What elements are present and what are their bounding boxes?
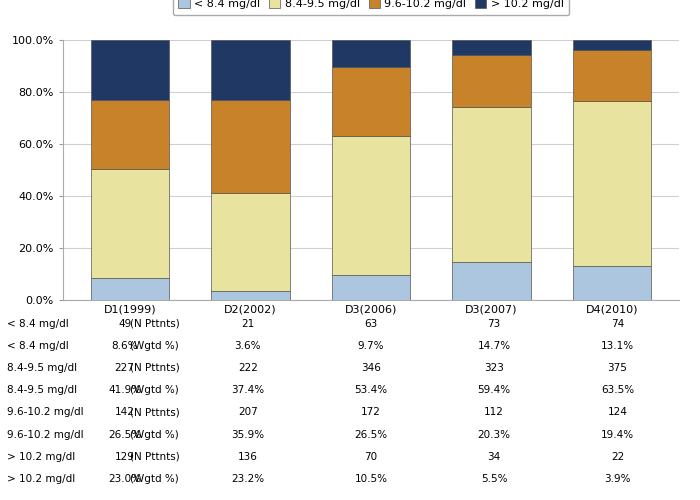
Bar [332,136,410,275]
Text: 70: 70 [365,452,377,462]
Text: 323: 323 [484,363,504,373]
Bar [332,40,410,67]
Text: (Wgtd %): (Wgtd %) [130,341,178,351]
Text: (Wgtd %): (Wgtd %) [130,474,178,484]
Bar [452,108,531,262]
Bar [91,278,169,300]
Text: 14.7%: 14.7% [477,341,511,351]
Text: 63.5%: 63.5% [601,385,634,395]
Text: 9.6-10.2 mg/dl: 9.6-10.2 mg/dl [7,430,83,440]
Text: (N Pttnts): (N Pttnts) [130,363,179,373]
Text: < 8.4 mg/dl: < 8.4 mg/dl [7,341,69,351]
Text: 375: 375 [608,363,627,373]
Text: (N Pttnts): (N Pttnts) [130,452,179,462]
Text: > 10.2 mg/dl: > 10.2 mg/dl [7,452,76,462]
Text: 346: 346 [361,363,381,373]
Text: 129: 129 [115,452,134,462]
Bar [211,194,290,290]
Text: 9.6-10.2 mg/dl: 9.6-10.2 mg/dl [7,408,83,418]
Bar [452,40,531,54]
Bar [91,100,169,168]
Text: 8.6%: 8.6% [111,341,138,351]
Text: < 8.4 mg/dl: < 8.4 mg/dl [7,318,69,328]
Text: 20.3%: 20.3% [477,430,511,440]
Text: 37.4%: 37.4% [231,385,265,395]
Text: 9.7%: 9.7% [358,341,384,351]
Text: 53.4%: 53.4% [354,385,388,395]
Text: 172: 172 [361,408,381,418]
Bar [332,275,410,300]
Text: 21: 21 [241,318,254,328]
Text: (N Pttnts): (N Pttnts) [130,408,179,418]
Text: 23.2%: 23.2% [231,474,265,484]
Text: 19.4%: 19.4% [601,430,634,440]
Text: 222: 222 [238,363,258,373]
Text: 35.9%: 35.9% [231,430,265,440]
Text: 13.1%: 13.1% [601,341,634,351]
Text: 49: 49 [118,318,131,328]
Text: (N Pttnts): (N Pttnts) [130,318,179,328]
Text: 63: 63 [365,318,377,328]
Text: 10.5%: 10.5% [354,474,388,484]
Text: 8.4-9.5 mg/dl: 8.4-9.5 mg/dl [7,363,77,373]
Text: 124: 124 [608,408,627,418]
Bar [332,67,410,136]
Text: (Wgtd %): (Wgtd %) [130,430,178,440]
Text: 59.4%: 59.4% [477,385,511,395]
Text: > 10.2 mg/dl: > 10.2 mg/dl [7,474,76,484]
Text: 34: 34 [488,452,500,462]
Text: 3.9%: 3.9% [604,474,631,484]
Text: 22: 22 [611,452,624,462]
Text: 142: 142 [115,408,134,418]
Legend: < 8.4 mg/dl, 8.4-9.5 mg/dl, 9.6-10.2 mg/dl, > 10.2 mg/dl: < 8.4 mg/dl, 8.4-9.5 mg/dl, 9.6-10.2 mg/… [173,0,569,15]
Bar [573,266,651,300]
Bar [211,100,290,194]
Bar [211,40,290,100]
Bar [452,262,531,300]
Text: 26.5%: 26.5% [108,430,141,440]
Text: 3.6%: 3.6% [234,341,261,351]
Text: 207: 207 [238,408,258,418]
Text: 5.5%: 5.5% [481,474,508,484]
Bar [573,101,651,266]
Bar [91,168,169,278]
Text: 73: 73 [488,318,500,328]
Text: 8.4-9.5 mg/dl: 8.4-9.5 mg/dl [7,385,77,395]
Text: 26.5%: 26.5% [354,430,388,440]
Bar [573,40,651,50]
Text: 227: 227 [115,363,134,373]
Text: 41.9%: 41.9% [108,385,141,395]
Bar [91,40,169,100]
Text: 23.0%: 23.0% [108,474,141,484]
Text: (Wgtd %): (Wgtd %) [130,385,178,395]
Bar [452,54,531,108]
Text: 136: 136 [238,452,258,462]
Bar [573,50,651,101]
Bar [211,290,290,300]
Text: 112: 112 [484,408,504,418]
Text: 74: 74 [611,318,624,328]
